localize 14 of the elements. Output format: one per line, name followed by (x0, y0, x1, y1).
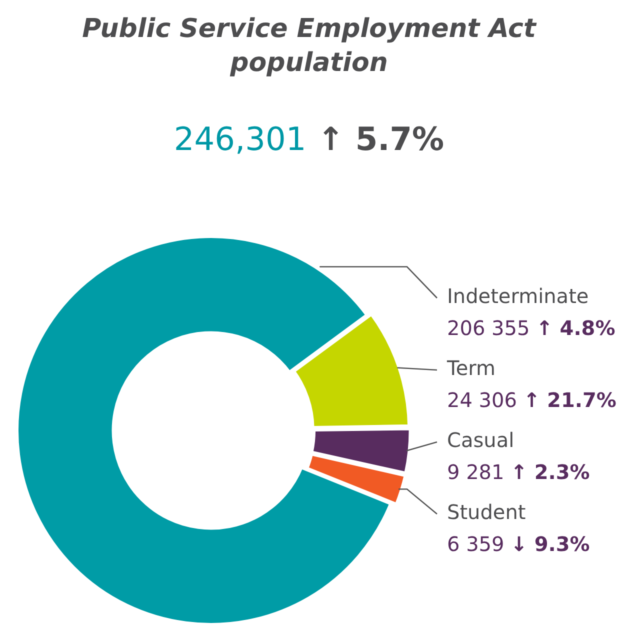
slice-label: Indeterminate (447, 284, 589, 308)
slice-label: Term (446, 356, 496, 380)
chart-subtitle: 246,301 ↑ 5.7% (174, 120, 444, 158)
data-label: 6 359 (447, 532, 504, 556)
data-label: 206 355 (447, 316, 530, 340)
text: ↑ 2.3% (510, 460, 590, 484)
slice-label: Student (447, 500, 526, 524)
data-label: 9 281 (447, 460, 504, 484)
text: ↑ 21.7% (523, 388, 616, 412)
text: ↑ 4.8% (536, 316, 616, 340)
chart-title: Public Service Employment Act population (81, 13, 538, 80)
text: ↓ 9.3% (510, 532, 590, 556)
slice-label: Casual (447, 428, 514, 452)
data-label: 24 306 (447, 388, 517, 412)
